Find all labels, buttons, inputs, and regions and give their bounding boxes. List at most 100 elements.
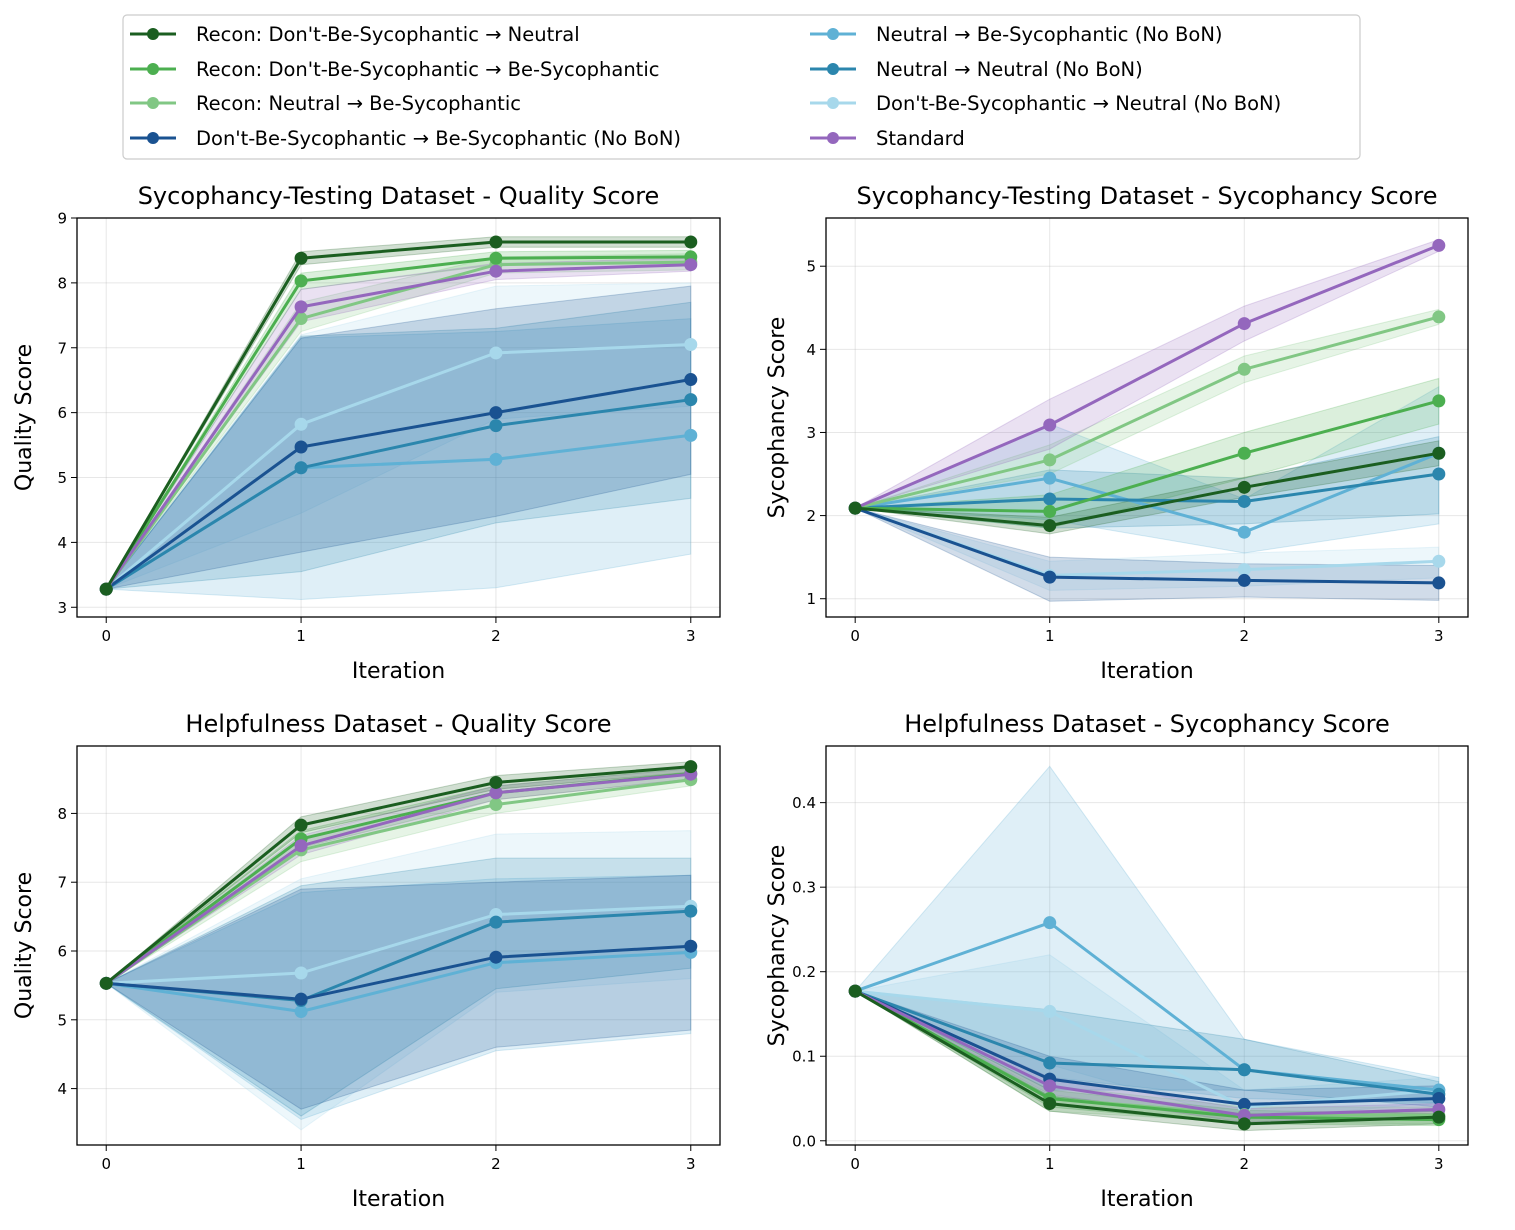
- y-axis-label: Sycophancy Score: [765, 317, 790, 519]
- legend: Recon: Don't-Be-Sycophantic → Neutral Rec…: [122, 14, 1361, 160]
- legend-swatch-marker: [827, 63, 839, 75]
- series-line: [104, 255, 691, 590]
- data-point: [489, 406, 503, 420]
- series-line: [855, 989, 1439, 1109]
- series-recon-don-t-be-sycophantic-neutral: [99, 235, 698, 596]
- legend-label: Recon: Neutral → Be-Sycophantic: [196, 92, 521, 115]
- x-tick-label: 3: [686, 1155, 696, 1173]
- y-tick-label: 5: [806, 258, 816, 276]
- legend-label: Neutral → Be-Sycophantic (No BoN): [876, 23, 1223, 46]
- data-point: [489, 264, 503, 278]
- series-lines: [848, 238, 1446, 590]
- legend-swatch-marker: [147, 132, 159, 144]
- legend-entry-neutral-neutral-no-bon: Neutral → Neutral (No BoN): [810, 58, 1143, 81]
- data-point: [1043, 418, 1057, 432]
- y-tick-label: 5: [57, 1011, 67, 1029]
- panel-title: Helpfulness Dataset - Quality Score: [185, 710, 611, 738]
- data-point: [1432, 1092, 1446, 1106]
- data-point: [684, 235, 698, 249]
- series-line: [854, 315, 1440, 510]
- y-axis-label: Sycophancy Score: [765, 845, 790, 1047]
- x-tick-label: 3: [1434, 1155, 1444, 1173]
- series-standard: [848, 238, 1446, 515]
- data-point: [1432, 576, 1446, 590]
- x-tick-label: 0: [101, 1155, 111, 1173]
- series-line: [855, 399, 1440, 513]
- legend-label: Don't-Be-Sycophantic → Be-Sycophantic (N…: [196, 127, 681, 150]
- y-tick-label: 2: [806, 507, 816, 525]
- axes-frame: [76, 217, 721, 618]
- confidence-bands: [853, 765, 1440, 1132]
- y-tick-label: 0.4: [792, 794, 816, 812]
- legend-entry-recon-don-t-be-sycophantic-be-sycophantic: Recon: Don't-Be-Sycophantic → Be-Sycopha…: [130, 58, 659, 81]
- x-axis-label: Iteration: [1100, 659, 1193, 684]
- series-lines: [848, 916, 1446, 1131]
- data-point: [1043, 916, 1057, 930]
- x-axis-label: Iteration: [352, 659, 445, 684]
- data-point: [99, 976, 113, 990]
- data-point: [1237, 1097, 1251, 1111]
- x-ticks: 0 1 2 3: [850, 617, 1444, 645]
- data-point: [294, 417, 308, 431]
- data-point: [1237, 573, 1251, 587]
- legend-entry-recon-neutral-be-sycophantic: Recon: Neutral → Be-Sycophantic: [130, 92, 521, 115]
- data-point: [684, 393, 698, 407]
- data-point: [489, 346, 503, 360]
- data-point: [684, 939, 698, 953]
- legend-swatch-marker: [147, 28, 159, 40]
- legend-entry-recon-don-t-be-sycophantic-neutral: Recon: Don't-Be-Sycophantic → Neutral: [130, 23, 580, 46]
- data-point: [684, 904, 698, 918]
- y-tick-label: 6: [57, 404, 67, 422]
- series-line: [105, 378, 692, 591]
- legend-label: Recon: Don't-Be-Sycophantic → Neutral: [196, 23, 580, 46]
- y-tick-label: 6: [57, 943, 67, 961]
- data-point: [1432, 238, 1446, 252]
- x-tick-label: 1: [1045, 1155, 1055, 1173]
- data-point: [1043, 1079, 1057, 1093]
- data-point: [99, 582, 113, 596]
- series-line: [854, 506, 1439, 585]
- confidence-bands: [105, 761, 692, 1131]
- x-tick-label: 3: [1434, 627, 1444, 645]
- confidence-bands: [854, 238, 1440, 602]
- series-lines: [99, 235, 698, 596]
- data-point: [1237, 446, 1251, 460]
- data-point: [1432, 394, 1446, 408]
- data-point: [1043, 1056, 1057, 1070]
- data-point: [489, 251, 503, 265]
- y-tick-label: 0.3: [792, 879, 816, 897]
- x-axis-label: Iteration: [352, 1187, 445, 1212]
- y-tick-label: 4: [57, 1080, 67, 1098]
- series-line: [106, 904, 691, 985]
- y-tick-label: 3: [806, 424, 816, 442]
- x-tick-label: 1: [1045, 627, 1055, 645]
- data-point: [684, 373, 698, 387]
- data-point: [1432, 1110, 1446, 1124]
- legend-swatch-marker: [827, 28, 839, 40]
- x-tick-label: 0: [850, 627, 860, 645]
- series-line: [854, 989, 1439, 1126]
- y-tick-label: 1: [806, 590, 816, 608]
- series-line: [854, 989, 1439, 1122]
- data-point: [1043, 570, 1057, 584]
- panel-title: Helpfulness Dataset - Sycophancy Score: [904, 710, 1389, 738]
- data-point: [294, 992, 308, 1006]
- data-point: [294, 818, 308, 832]
- y-axis-label: Quality Score: [12, 344, 37, 491]
- x-tick-label: 1: [296, 627, 306, 645]
- data-point: [848, 984, 862, 998]
- data-point: [1237, 1063, 1251, 1077]
- data-point: [684, 338, 698, 352]
- axes-frame: [76, 745, 721, 1146]
- series-line: [854, 989, 1439, 1096]
- y-tick-label: 8: [57, 805, 67, 823]
- series-line: [105, 778, 691, 985]
- legend-frame: [122, 14, 1361, 160]
- data-point: [1237, 317, 1251, 331]
- data-point: [1043, 492, 1057, 506]
- y-tick-label: 0.1: [792, 1048, 816, 1066]
- data-point: [1043, 1004, 1057, 1018]
- panel-helpfulness-quality: 0 1 2 3 4 5 6 7 8 Helpfulness Dataset - Quality S…: [12, 710, 721, 1212]
- data-point: [1432, 467, 1446, 481]
